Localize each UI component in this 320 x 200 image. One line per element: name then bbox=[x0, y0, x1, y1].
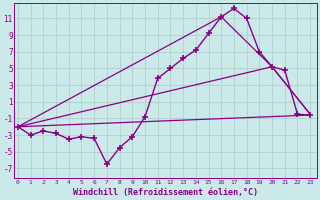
X-axis label: Windchill (Refroidissement éolien,°C): Windchill (Refroidissement éolien,°C) bbox=[73, 188, 258, 197]
